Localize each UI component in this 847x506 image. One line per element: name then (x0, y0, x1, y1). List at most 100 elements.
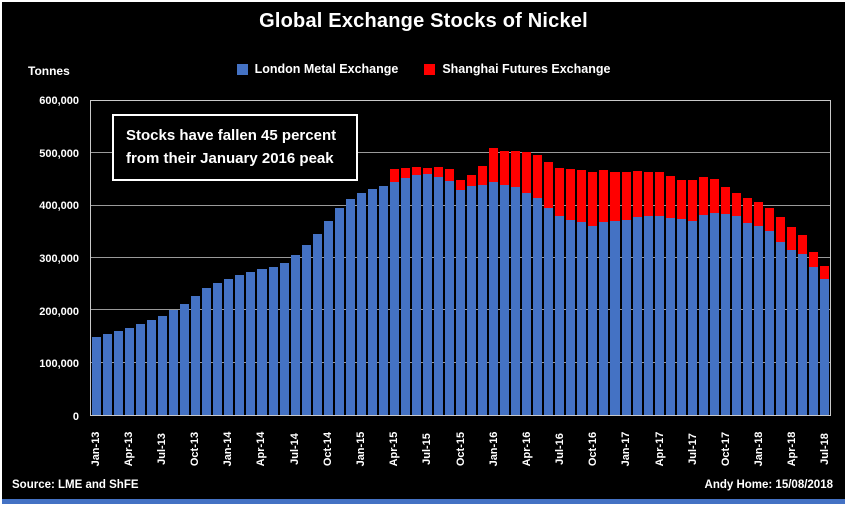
bar (179, 101, 190, 415)
bar (466, 101, 477, 415)
shfe-bar-segment (566, 169, 576, 221)
annotation-text: Stocks have fallen 45 percent from their… (126, 127, 337, 167)
bar (290, 101, 301, 415)
x-tick-label: Jan-15 (354, 431, 367, 467)
lme-bar-segment (676, 219, 686, 415)
x-tick-label: Apr-15 (388, 431, 401, 467)
bar (643, 101, 654, 415)
shfe-bar-segment (599, 170, 609, 223)
x-axis-tick-labels: Jan-13 Apr-13 Jul-13 Oct-13 Jan-14 Apr-14 Jul-… (90, 423, 832, 475)
bar (378, 101, 389, 415)
lme-bar-segment (820, 278, 830, 415)
x-tick-label: Apr-13 (122, 431, 135, 467)
bar (323, 101, 334, 415)
lme-bar-segment (433, 176, 443, 415)
lme-bar-segment (753, 225, 763, 415)
bar (367, 101, 378, 415)
shfe-bar-segment (731, 192, 741, 217)
credit-note: Andy Home: 15/08/2018 (704, 479, 833, 491)
shfe-bar-segment (389, 169, 399, 183)
legend-item-shfe: Shanghai Futures Exchange (424, 62, 610, 76)
lme-bar-segment (279, 263, 289, 415)
bar (753, 101, 764, 415)
lme-bar-segment (378, 185, 388, 415)
shfe-bar-segment (654, 171, 664, 217)
lme-bar-segment (478, 184, 488, 415)
bar (698, 101, 709, 415)
lme-bar-segment (367, 188, 377, 415)
lme-bar-segment (709, 213, 719, 415)
lme-bar-segment (114, 330, 124, 415)
chart-title: Global Exchange Stocks of Nickel (259, 10, 588, 32)
bar (576, 101, 587, 415)
bar (676, 101, 687, 415)
bar (808, 101, 819, 415)
shfe-legend-swatch-icon (424, 63, 436, 75)
lme-bar-segment (411, 175, 421, 415)
lme-bar-segment (764, 230, 774, 415)
lme-bar-segment (643, 216, 653, 415)
lme-bar-segment (356, 192, 366, 415)
bar (598, 101, 609, 415)
lme-bar-segment (555, 216, 565, 415)
shfe-bar-segment (467, 175, 477, 186)
shfe-bar-segment (588, 171, 598, 226)
bar (256, 101, 267, 415)
x-tick-label: Apr-16 (520, 431, 533, 467)
shfe-bar-segment (522, 151, 532, 193)
shfe-bar-segment (511, 150, 521, 188)
bar (334, 101, 345, 415)
shfe-bar-segment (621, 172, 631, 221)
bar (400, 101, 411, 415)
bar (245, 101, 256, 415)
bar (819, 101, 830, 415)
legend-label-lme: London Metal Exchange (254, 62, 399, 76)
shfe-bar-segment (643, 171, 653, 217)
shfe-bar-segment (698, 176, 708, 215)
bar (455, 101, 466, 415)
x-tick-label: Oct-15 (454, 431, 467, 467)
lme-bar-segment (786, 249, 796, 415)
lme-bar-segment (654, 216, 664, 415)
lme-bar-segment (92, 336, 102, 415)
annotation-box: Stocks have fallen 45 percent from their… (112, 114, 358, 181)
x-tick-label: Jul-13 (155, 433, 168, 465)
x-tick-label: Jul-16 (554, 433, 567, 465)
bar (356, 101, 367, 415)
shfe-bar-segment (709, 178, 719, 213)
x-tick-label: Jan-17 (620, 431, 633, 467)
x-tick-label: Jul-17 (686, 433, 699, 465)
x-tick-label: Oct-17 (719, 431, 732, 467)
y-tick-label: 0 (72, 411, 79, 423)
x-tick-label: Apr-14 (255, 431, 268, 467)
bar (587, 101, 598, 415)
bar (135, 101, 146, 415)
y-tick-label: 600,000 (39, 95, 79, 107)
lme-bar-segment (180, 304, 190, 415)
lme-bar-segment (687, 221, 697, 415)
shfe-bar-segment (764, 207, 774, 231)
lme-bar-segment (544, 208, 554, 415)
shfe-bar-segment (422, 168, 432, 175)
bar (312, 101, 323, 415)
lme-bar-segment (213, 283, 223, 415)
shfe-bar-segment (742, 198, 752, 224)
lme-bar-segment (389, 182, 399, 415)
y-axis-title: Tonnes (28, 64, 70, 78)
lme-bar-segment (202, 288, 212, 415)
legend-label-shfe: Shanghai Futures Exchange (442, 62, 611, 76)
shfe-bar-segment (489, 148, 499, 183)
bar (488, 101, 499, 415)
shfe-bar-segment (809, 251, 819, 268)
lme-bar-segment (312, 234, 322, 415)
shfe-bar-segment (533, 154, 543, 198)
lme-bar-segment (334, 208, 344, 415)
lme-bar-segment (665, 218, 675, 415)
bar (797, 101, 808, 415)
bar (543, 101, 554, 415)
shfe-bar-segment (555, 168, 565, 217)
lme-bar-segment (610, 221, 620, 415)
lme-bar-segment (775, 242, 785, 415)
x-tick-label: Oct-13 (189, 431, 202, 467)
legend: London Metal Exchange Shanghai Futures E… (2, 62, 845, 76)
